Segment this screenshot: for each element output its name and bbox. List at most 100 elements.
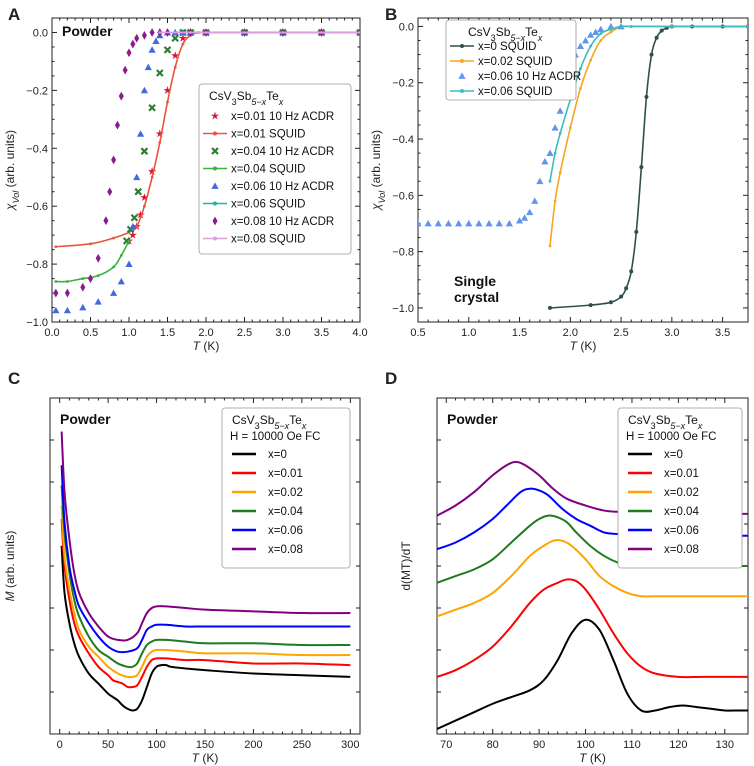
legend-entry: x=0: [664, 449, 683, 461]
data-point: [515, 217, 524, 224]
ylabel-rest: (arb. units): [3, 531, 17, 592]
data-point: [54, 280, 58, 283]
series-line: [60, 465, 351, 654]
legend-title: CsV3Sb5−xTex: [232, 413, 307, 431]
legend-swatch: [458, 72, 466, 79]
series-x-0-04-10-hz-acdr: [122, 28, 360, 245]
legend-title-part: CsV: [468, 25, 491, 39]
data-point: [181, 42, 185, 46]
legend-entry: x=0.04: [664, 506, 699, 518]
legend-title-subscript: x: [697, 421, 703, 431]
legend-entry: x=0.08 SQUID: [231, 234, 305, 246]
x-tick-label: 3.0: [275, 327, 290, 339]
data-point: [639, 165, 644, 170]
data-point: [548, 179, 552, 183]
data-point: [424, 219, 432, 227]
legend-entry: x=0 SQUID: [478, 41, 536, 53]
data-point: [152, 37, 160, 45]
data-point: [135, 225, 139, 228]
data-point: [130, 39, 136, 49]
data-point: [619, 25, 623, 28]
xlabel-t: T: [579, 751, 588, 765]
x-tick-label: 0.5: [83, 327, 98, 339]
data-point: [149, 28, 155, 37]
data-point: [558, 171, 562, 175]
series-line: [437, 578, 748, 679]
series-x-0-01: [60, 518, 351, 689]
data-point: [624, 286, 629, 291]
panel-letter: B: [385, 5, 397, 24]
legend-title-part: Te: [266, 89, 279, 103]
legend-title-subscript: 3: [651, 421, 656, 431]
legend-swatch: [210, 111, 220, 120]
legend-swatch-dot: [213, 201, 217, 206]
data-point: [204, 31, 208, 34]
legend-entry: x=0.06 SQUID: [478, 86, 552, 98]
y-tick-label: 0.0: [33, 27, 48, 39]
legend-title-subscript: 5−x: [670, 421, 685, 431]
x-tick-label: 110: [623, 739, 641, 751]
data-point: [143, 204, 146, 208]
data-point: [134, 187, 143, 196]
legend-title: CsV3Sb5−xTex: [628, 413, 703, 431]
data-point: [546, 149, 554, 156]
data-point: [746, 25, 748, 28]
data-point: [147, 167, 157, 176]
legend-swatch-dot: [460, 89, 464, 93]
x-tick-label: 2.5: [613, 327, 628, 339]
data-point: [495, 219, 503, 227]
y-tick-label: −1.0: [26, 317, 48, 329]
legend-entry: x=0.04: [268, 506, 303, 518]
data-point: [129, 222, 137, 230]
x-tick-label: 0: [57, 739, 63, 751]
data-point: [122, 65, 128, 75]
xlabel-t: T: [193, 339, 202, 353]
panel-letter: A: [8, 5, 20, 24]
legend-title-subscript: x: [301, 421, 307, 431]
data-point: [358, 31, 360, 34]
y-tick-label: −0.6: [392, 190, 414, 202]
y-tick-label: −1.0: [392, 303, 414, 315]
x-tick-label: 0.0: [44, 327, 59, 339]
data-point: [475, 219, 483, 227]
data-point: [485, 219, 493, 227]
data-point: [536, 177, 544, 185]
y-tick-label: −0.8: [26, 259, 48, 271]
series-x-0-02-squid: [548, 25, 748, 248]
x-tick-label: 4.0: [352, 327, 367, 339]
data-point: [136, 130, 145, 137]
data-point: [54, 245, 58, 249]
x-tick-label: 2.0: [198, 327, 213, 339]
data-point: [130, 213, 139, 222]
data-point: [112, 265, 115, 269]
data-point: [173, 65, 177, 69]
series-x-0-08: [60, 431, 351, 642]
data-point: [568, 126, 572, 130]
data-point: [607, 22, 615, 30]
data-point: [629, 269, 634, 274]
data-point: [94, 298, 102, 305]
y-tick-label: −0.4: [26, 143, 48, 155]
data-point: [541, 157, 549, 165]
series-x-0: [60, 545, 351, 712]
legend-box: [445, 19, 577, 101]
ylabel-sub: Vol: [11, 190, 21, 204]
xlabel-t: T: [570, 339, 579, 353]
series-x-0-02: [60, 505, 351, 679]
legend-subtitle: H = 10000 Oe FC: [626, 431, 716, 443]
ylabel-rest: (arb. units): [3, 130, 17, 191]
data-point: [127, 239, 131, 243]
legend-entry: x=0.04 10 Hz ACDR: [231, 146, 334, 158]
x-tick-label: 3.5: [715, 327, 730, 339]
xlabel-t: T: [192, 751, 201, 765]
series-line: [60, 431, 351, 642]
data-point: [609, 27, 613, 31]
series-x-0-02: [437, 539, 748, 618]
x-tick-label: 90: [533, 739, 545, 751]
plot-frame: [417, 17, 749, 323]
inside-title: Powder: [447, 411, 498, 427]
panel-A: A 0.0 0.5 1.0 1.5 2.0 2.5 3.0 3.5 4.0 −1.0 −0.8 −0.6…: [3, 5, 368, 353]
